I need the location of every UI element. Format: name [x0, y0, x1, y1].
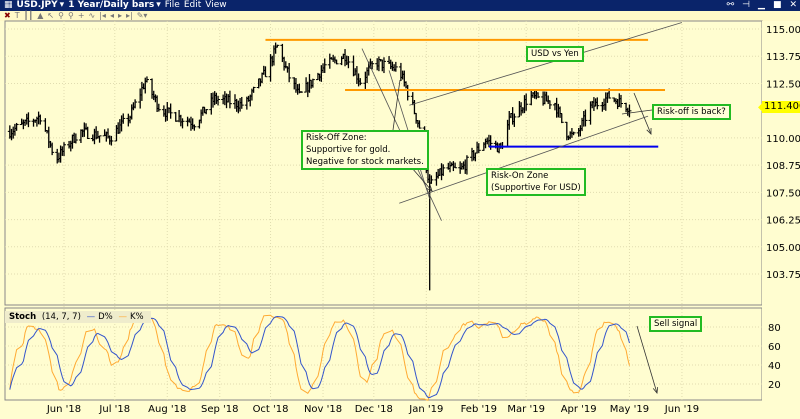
sell-signal-note: Sell signal [649, 316, 703, 332]
last-price-tag: 111.400 [762, 101, 800, 113]
x-tick-label: Apr '19 [561, 404, 597, 415]
y-tick-label: 107.500 [766, 188, 800, 199]
note-line: Negative for stock markets. [306, 157, 424, 167]
risk-on-note: Risk-On Zone (Supportive For USD) [486, 168, 586, 196]
x-tick-label: Mar '19 [507, 404, 545, 415]
y-tick-label: 110.000 [766, 134, 800, 145]
scroll-left-icon[interactable]: ◂ [109, 11, 114, 20]
callout-line [621, 109, 653, 115]
x-tick-label: Nov '18 [304, 404, 342, 415]
x-tick-label: Sep '18 [201, 404, 239, 415]
y-tick-label: 112.500 [766, 79, 800, 90]
indicator-params: (14, 7, 7) [41, 312, 81, 322]
risk-off-arrow-head [646, 127, 652, 135]
y-tick-label: 115.000 [766, 25, 800, 36]
pin-icon[interactable]: ⊣ [742, 0, 751, 10]
callout-line [392, 79, 401, 131]
k-label: K% [129, 312, 144, 322]
stoch-tick-label: 80 [768, 323, 781, 334]
menu-edit[interactable]: Edit [183, 0, 202, 10]
chart-toolbar: ✖ T ┃┃ ▲ ↖ ⚲ ⚲ + ∿ |◂ ◂ ▸ ▸| ✎▾ [0, 11, 800, 21]
channel-lower-line [399, 115, 649, 204]
stoch-d-line [9, 315, 630, 399]
stoch-legend[interactable]: Stoch (14, 7, 7) — D% — K% [5, 311, 151, 323]
symbol-selector[interactable]: USD.JPY [16, 0, 58, 10]
indicator-name: Stoch [9, 312, 37, 322]
zoom-out-icon[interactable]: ⚲ [67, 11, 74, 20]
x-tick-label: Jun '19 [664, 404, 699, 415]
d-label: D% [98, 312, 113, 322]
y-tick-label: 103.750 [766, 270, 800, 281]
line-tool-icon[interactable]: ↖ [47, 11, 55, 20]
x-tick-label: Dec '18 [355, 404, 393, 415]
x-tick-label: Oct '18 [253, 404, 289, 415]
stoch-tick-label: 60 [768, 342, 781, 353]
note-line: Risk-Off Zone: [306, 133, 367, 143]
text-icon[interactable]: T [14, 11, 20, 20]
last-price-pointer [758, 103, 762, 112]
stoch-tick-label: 20 [768, 380, 781, 391]
period-selector[interactable]: 1 Year/Daily bars [68, 0, 155, 10]
risk-off-arrow [633, 92, 652, 135]
channel-upper-line [409, 22, 683, 106]
x-tick-label: Feb '19 [461, 404, 497, 415]
tool-icon[interactable]: ✎▾ [136, 11, 148, 20]
risk-off-callout-arrow-head [426, 185, 433, 192]
d-line-swatch: — [86, 312, 96, 322]
x-tick-label: Aug '18 [148, 404, 186, 415]
price-axis [762, 21, 800, 419]
sell-signal-arrow-head [652, 386, 659, 394]
close-button[interactable]: ✕ [789, 0, 797, 10]
menu-file[interactable]: File [164, 0, 180, 10]
note-line: Supportive for gold. [306, 145, 391, 155]
minimize-button[interactable]: ▁ [758, 0, 765, 10]
chart-title-note: USD vs Yen [526, 46, 584, 62]
note-line: Risk-On Zone [491, 171, 549, 181]
risk-off-back-note: Risk-off is back? [652, 104, 731, 120]
note-line: (Supportive For USD) [491, 183, 581, 193]
crosshair-icon[interactable]: + [77, 11, 85, 20]
window-controls: ⚯ ⊣ ▁ ■ ✕ [723, 0, 800, 11]
x-tick-label: Jun '18 [46, 404, 81, 415]
scroll-right-icon[interactable]: ▸ [117, 11, 122, 20]
y-tick-label: 105.000 [766, 243, 800, 254]
menu-view[interactable]: View [205, 0, 227, 10]
zoom-in-icon[interactable]: ⚲ [58, 11, 64, 20]
y-tick-label: 108.750 [766, 161, 800, 172]
scroll-end-icon[interactable]: ▸| [125, 11, 133, 20]
x-tick-label: Jul '18 [98, 404, 130, 415]
y-tick-label: 106.250 [766, 216, 800, 227]
risk-off-note: Risk-Off Zone: Supportive for gold. Nega… [301, 130, 429, 170]
x-tick-label: May '19 [610, 404, 649, 415]
sell-signal-arrow [636, 325, 658, 394]
bars-icon[interactable]: ┃┃ [23, 11, 34, 20]
k-line-swatch: — [118, 312, 127, 322]
scroll-start-icon[interactable]: |◂ [99, 11, 106, 20]
maximize-button[interactable]: ■ [772, 0, 782, 10]
link-icon[interactable]: ⚯ [726, 0, 735, 10]
chevron-down-icon[interactable]: ▾ [156, 0, 161, 10]
stoch-tick-label: 40 [768, 361, 781, 372]
stoch-k-line [9, 314, 630, 401]
chart-icon: ▦ [4, 0, 13, 10]
close-icon[interactable]: ✖ [4, 11, 11, 20]
area-icon[interactable]: ▲ [37, 11, 44, 20]
window-title-bar: ▦ USD.JPY ▾ 1 Year/Daily bars ▾ File Edi… [0, 0, 800, 11]
x-tick-label: Jan '19 [408, 404, 443, 415]
y-tick-label: 113.750 [766, 52, 800, 63]
chevron-down-icon[interactable]: ▾ [59, 0, 65, 10]
indicator-icon[interactable]: ∿ [88, 11, 96, 20]
